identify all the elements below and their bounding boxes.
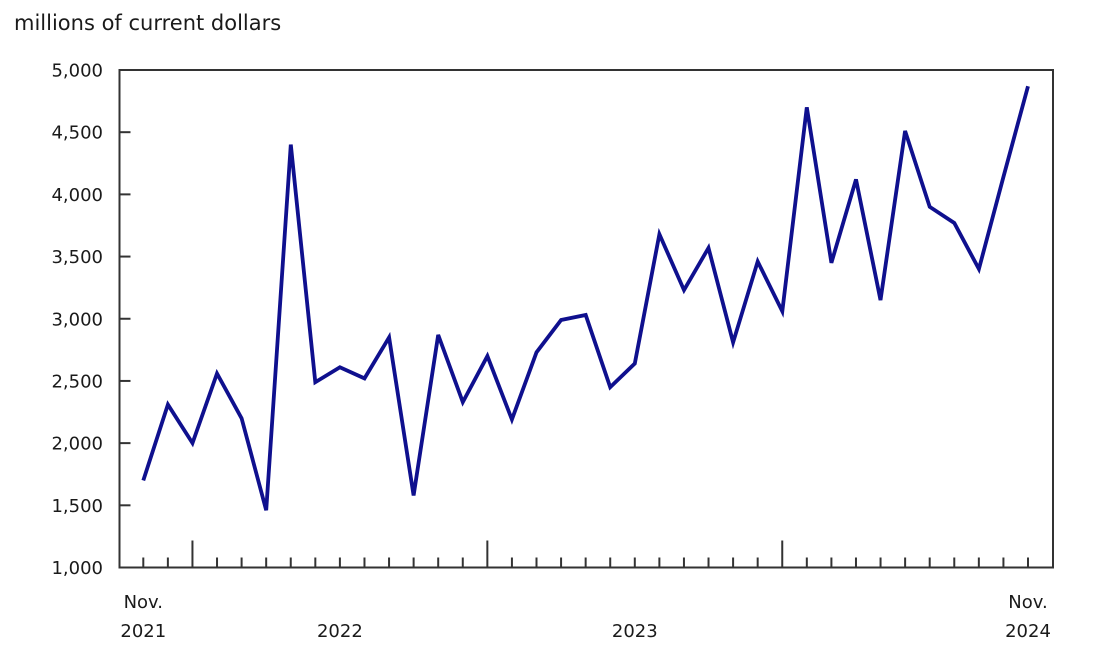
series-line [141,85,1030,511]
y-tick-label: 1,500 [51,496,103,517]
x-axis-labels: Nov. 2021 2022 2023 Nov. 2024 [120,592,1051,642]
x-year-label: 2022 [317,621,363,642]
x-month-label: Nov. [1008,592,1047,613]
y-tick-label: 4,000 [51,185,103,206]
y-tick-label: 4,500 [51,123,103,144]
y-tick-label: 1,000 [51,558,103,579]
y-tick-label: 3,500 [51,247,103,268]
x-axis-ticks [142,540,1029,568]
x-year-label: 2024 [1005,621,1051,642]
x-month-label: Nov. [124,592,163,613]
y-tick-label: 2,000 [51,434,103,455]
y-axis-labels: 5,000 4,500 4,000 3,500 3,000 2,500 2,000 1,500… [51,61,103,580]
x-year-label: 2021 [120,621,166,642]
y-tick-label: 5,000 [51,61,103,82]
x-year-label: 2023 [612,621,658,642]
chart-title: millions of current dollars [14,11,281,35]
y-axis-ticks [119,69,131,569]
data-series [141,85,1030,511]
y-tick-label: 2,500 [51,371,103,392]
y-tick-label: 3,000 [51,309,103,330]
